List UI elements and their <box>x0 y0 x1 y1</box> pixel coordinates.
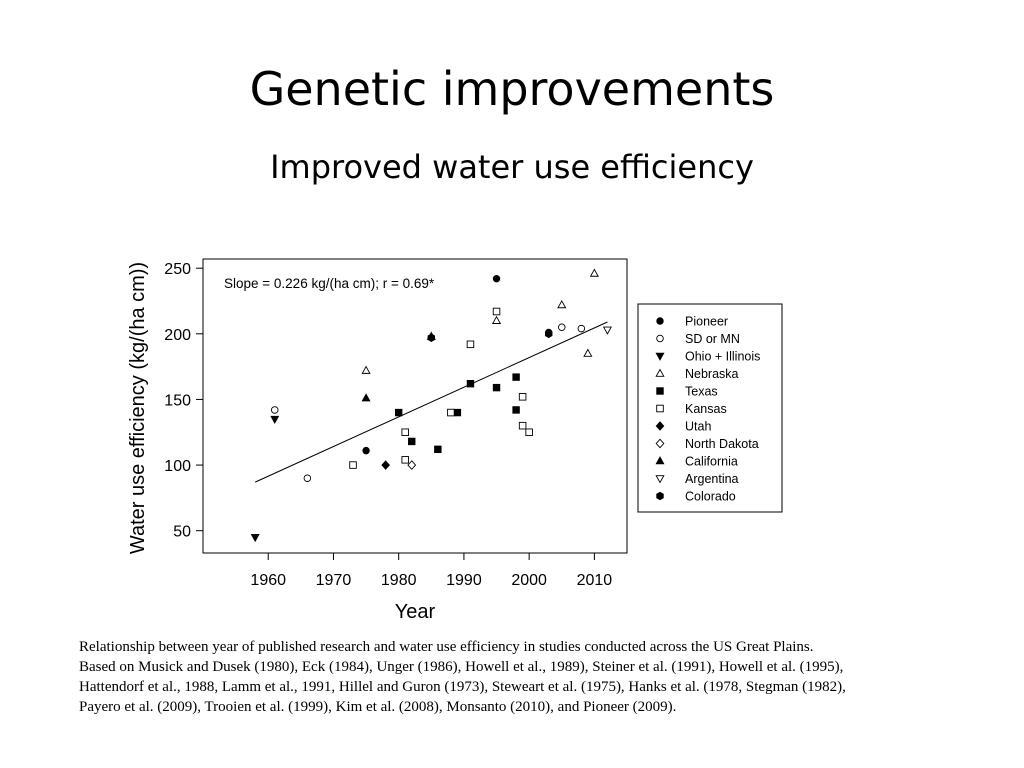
series-colorado <box>427 329 553 343</box>
legend-marker <box>656 491 664 501</box>
plot-frame <box>202 258 628 554</box>
y-tick-label: 100 <box>164 458 191 475</box>
legend-marker <box>655 352 665 361</box>
data-point <box>466 379 475 388</box>
slide-subtitle: Improved water use efficiency <box>270 148 754 186</box>
series-texas <box>394 373 520 454</box>
data-point <box>466 340 475 349</box>
data-point <box>250 534 260 543</box>
data-point <box>512 373 520 381</box>
legend-label: Nebraska <box>685 367 739 381</box>
caption-line: Hattendorf et al., 1988, Lamm et al., 19… <box>79 679 846 695</box>
caption-line: Relationship between year of published r… <box>79 639 814 655</box>
data-point <box>361 365 371 374</box>
data-point <box>270 415 280 424</box>
data-point <box>583 348 593 357</box>
data-point <box>545 329 553 339</box>
legend-label: SD or MN <box>685 332 740 346</box>
legend-label: California <box>685 455 738 469</box>
data-point <box>557 300 567 309</box>
x-tick-label: 1980 <box>381 572 417 589</box>
series-argentina <box>602 326 612 335</box>
legend-marker <box>655 368 665 377</box>
legend-marker <box>656 334 664 343</box>
data-point <box>401 456 409 464</box>
data-point <box>492 274 501 283</box>
legend-label: Argentina <box>685 472 739 486</box>
data-point <box>577 324 586 333</box>
y-tick-label: 250 <box>164 261 191 278</box>
data-point <box>408 437 416 446</box>
data-point <box>447 408 455 417</box>
data-point <box>602 326 612 335</box>
data-point <box>518 421 527 430</box>
legend-label: Texas <box>685 385 718 399</box>
data-point <box>381 460 390 470</box>
y-tick-label: 50 <box>173 524 191 541</box>
series-north-dakota <box>407 460 417 470</box>
x-tick-label: 2000 <box>511 572 547 589</box>
data-point <box>271 406 279 414</box>
legend-marker <box>655 421 665 431</box>
data-point <box>558 323 566 332</box>
series-utah <box>381 460 390 470</box>
trend-line <box>254 321 608 483</box>
y-axis-label: Water use efficiency (kg/(ha cm)) <box>127 262 149 554</box>
data-point <box>303 474 312 482</box>
data-point <box>492 307 501 316</box>
data-point <box>491 315 502 324</box>
x-tick-label: 1990 <box>446 572 482 589</box>
caption-line: Payero et al. (2009), Trooien et al. (19… <box>79 699 677 715</box>
legend-marker <box>655 438 665 449</box>
legend-marker <box>655 456 665 465</box>
legend-marker <box>656 317 664 325</box>
series-ohio-illinois <box>250 415 280 543</box>
legend-label: Pioneer <box>685 315 728 329</box>
series-california <box>361 393 371 402</box>
legend-marker <box>656 387 664 395</box>
x-tick-label: 1970 <box>316 572 352 589</box>
legend-label: North Dakota <box>685 437 759 451</box>
data-point <box>434 445 442 454</box>
data-point <box>492 383 501 392</box>
data-point <box>362 446 370 455</box>
legend-marker <box>655 475 665 484</box>
data-point <box>589 268 599 277</box>
figure-caption: Relationship between year of published r… <box>79 637 979 717</box>
x-axis-label: Year <box>395 601 436 623</box>
legend-label: Kansas <box>685 402 727 416</box>
legend-marker <box>656 404 664 413</box>
legend-label: Colorado <box>685 490 736 504</box>
series-sd-or-mn <box>271 323 586 482</box>
data-point <box>349 461 357 469</box>
slide-title: Genetic improvements <box>249 62 775 116</box>
y-tick-label: 150 <box>164 392 191 409</box>
x-tick-label: 1960 <box>250 572 286 589</box>
scatter-chart: 1960 1970 1980 1990 2000 2010 50 100 150 200 250 Ye… <box>127 258 783 623</box>
data-point <box>453 408 462 417</box>
data-point <box>401 428 409 437</box>
legend: Pioneer SD or MN Ohio + Illinois Nebraska Te… <box>637 303 783 513</box>
series-kansas <box>349 307 533 469</box>
data-point <box>407 460 417 470</box>
data-point <box>512 406 520 414</box>
legend-label: Ohio + Illinois <box>685 350 760 364</box>
caption-line: Based on Musick and Dusek (1980), Eck (1… <box>79 659 844 675</box>
data-point <box>361 393 371 402</box>
legend-label: Utah <box>685 420 711 434</box>
data-point <box>394 408 403 417</box>
data-point <box>518 393 527 401</box>
data-point <box>525 428 533 437</box>
x-tick-label: 2010 <box>577 572 613 589</box>
y-tick-label: 200 <box>164 327 191 344</box>
slope-annotation: Slope = 0.226 kg/(ha cm); r = 0.69* <box>224 276 435 291</box>
data-point <box>427 333 435 343</box>
